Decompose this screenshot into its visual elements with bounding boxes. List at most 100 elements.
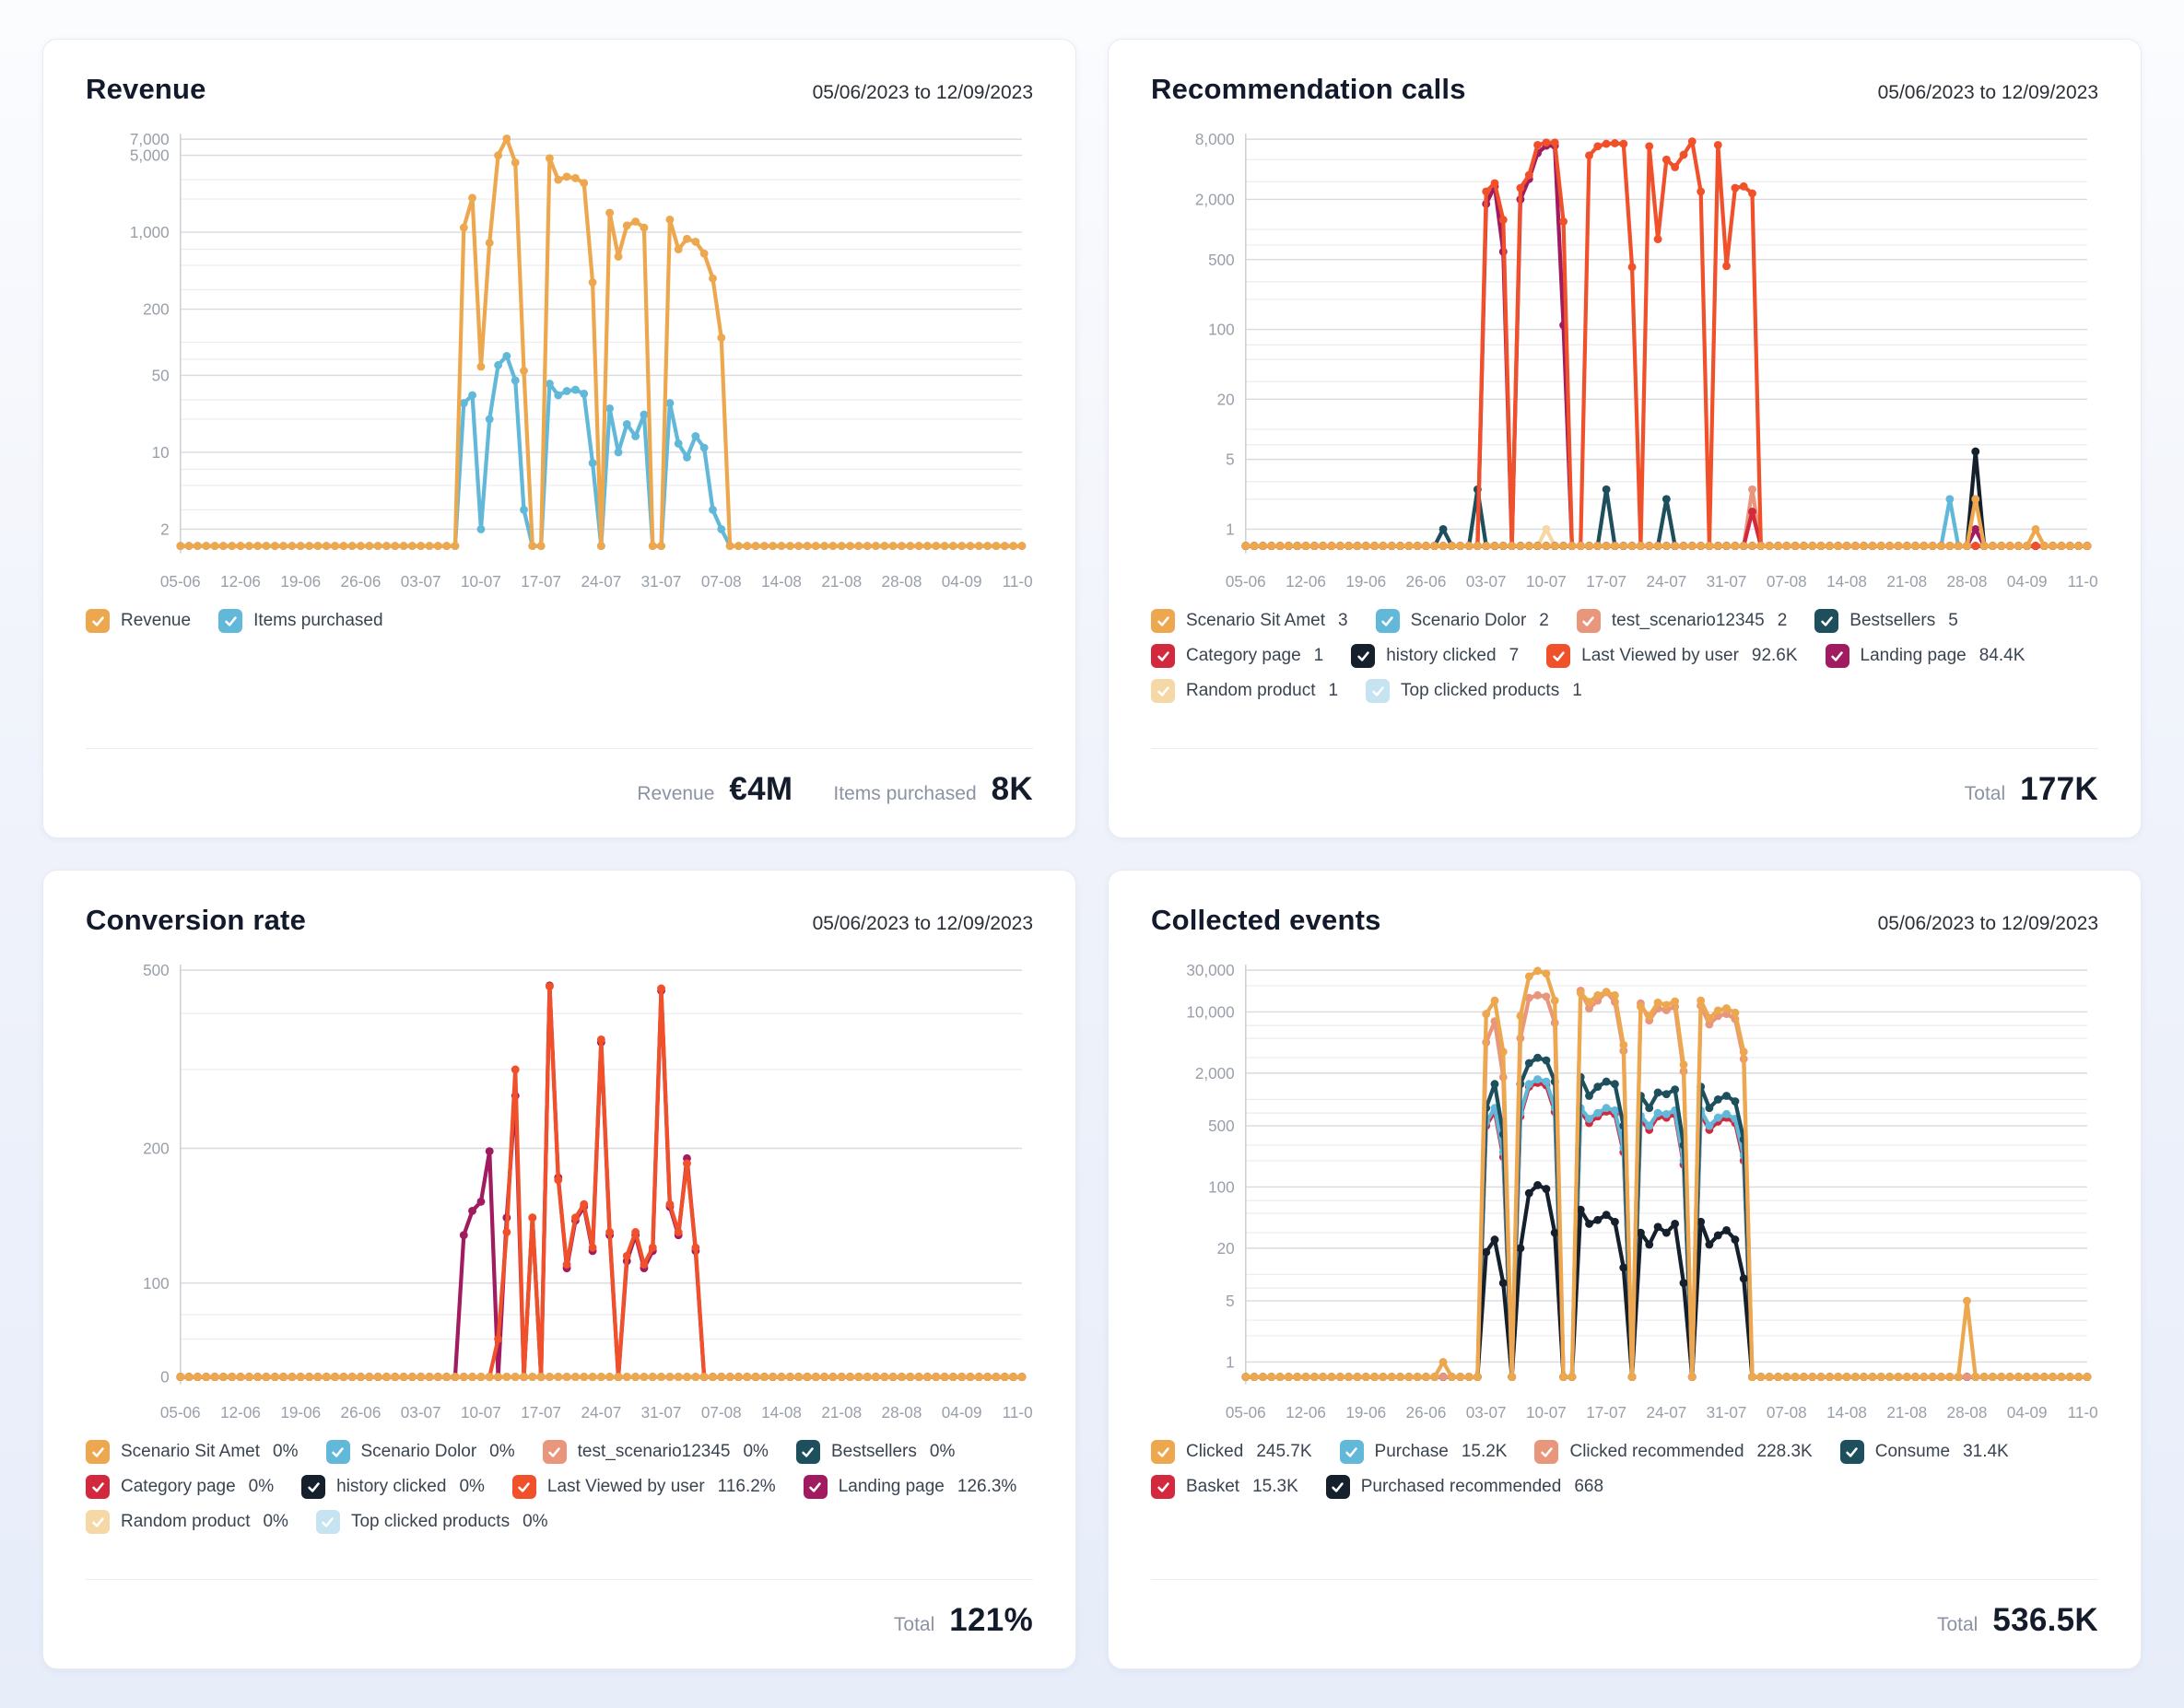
y-axis-tick-label: 500 xyxy=(1208,251,1235,269)
x-axis-tick-label: 21-08 xyxy=(1886,572,1927,591)
legend-checkbox-checked[interactable] xyxy=(1151,1475,1175,1500)
y-axis-tick-label: 20 xyxy=(1217,390,1235,408)
recommendation-calls-footer: Total 177K xyxy=(1151,748,2098,808)
checkmark-icon xyxy=(1582,615,1595,626)
x-axis-tick-label: 21-08 xyxy=(1886,1403,1927,1421)
legend-checkbox-checked[interactable] xyxy=(86,609,110,634)
legend-label: Last Viewed by user xyxy=(1581,646,1739,666)
legend-checkbox-checked[interactable] xyxy=(1351,644,1376,669)
x-axis-tick-label: 19-06 xyxy=(1345,572,1386,591)
y-axis-tick-label: 2,000 xyxy=(1195,1064,1235,1082)
footer-value: 121% xyxy=(949,1602,1033,1638)
checkmark-icon xyxy=(91,1481,104,1492)
line-chart-svg: 500 200 100 0 05-06 12-06 19-06 26-06 03-07 10-07… xyxy=(143,961,1033,1421)
y-axis-zero-label: 0 xyxy=(160,1368,170,1386)
x-axis-tick-label: 05-06 xyxy=(1226,572,1266,591)
legend-checkbox-checked[interactable] xyxy=(1366,679,1391,704)
card-header: Revenue 05/06/2023 to 12/09/2023 xyxy=(86,73,1033,106)
legend-checkbox-checked[interactable] xyxy=(315,1510,340,1535)
x-axis-tick-label: 04-09 xyxy=(942,572,982,591)
legend-label: Category page xyxy=(121,1477,236,1497)
x-axis-tick-label: 17-07 xyxy=(521,1403,561,1421)
collected-events-legend: Clicked 245.7K Purchase 15.2K Clicked recomm… xyxy=(1151,1440,2098,1500)
checkmark-icon xyxy=(1541,1446,1553,1457)
legend-checkbox-checked[interactable] xyxy=(1546,644,1571,669)
legend-label: test_scenario12345 xyxy=(577,1442,731,1462)
legend-checkbox-checked[interactable] xyxy=(1534,1440,1559,1465)
legend-item: Scenario Sit Amet 3 xyxy=(1151,609,1348,634)
checkmark-icon xyxy=(1157,1481,1169,1492)
x-axis-tick-label: 21-08 xyxy=(821,572,862,591)
y-axis-tick-label: 5 xyxy=(1226,1292,1235,1310)
legend-checkbox-checked[interactable] xyxy=(218,609,243,634)
legend-checkbox-checked[interactable] xyxy=(795,1440,820,1465)
checkmark-icon xyxy=(1345,1446,1357,1457)
legend-checkbox-checked[interactable] xyxy=(301,1475,326,1500)
x-axis-tick-label: 24-07 xyxy=(581,572,621,591)
y-axis-tick-label: 500 xyxy=(1208,1117,1235,1135)
legend-item: Bestsellers 0% xyxy=(795,1440,955,1465)
card-conversion-rate: Conversion rate 05/06/2023 to 12/09/2023… xyxy=(42,870,1076,1669)
checkmark-icon xyxy=(322,1516,335,1527)
footer-label: Total xyxy=(1964,783,2006,804)
x-axis-tick-label: 26-06 xyxy=(1406,1403,1447,1421)
checkmark-icon xyxy=(1381,615,1393,626)
y-axis-tick-label: 2 xyxy=(160,520,170,538)
legend-checkbox-checked[interactable] xyxy=(1825,644,1849,669)
legend-label: Scenario Dolor xyxy=(1410,611,1527,631)
legend-checkbox-checked[interactable] xyxy=(1151,609,1175,634)
legend-label: Landing page xyxy=(838,1477,945,1497)
footer-total: Total 177K xyxy=(1965,771,2098,808)
x-axis-tick-label: 11-09 xyxy=(1003,572,1033,591)
legend-checkbox-checked[interactable] xyxy=(1339,1440,1364,1465)
x-axis-tick-label: 11-09 xyxy=(2068,572,2098,591)
legend-checkbox-checked[interactable] xyxy=(1576,609,1601,634)
y-axis-tick-label: 1,000 xyxy=(130,223,170,241)
x-axis-tick-label: 21-08 xyxy=(821,1403,862,1421)
legend-checkbox-checked[interactable] xyxy=(1814,609,1839,634)
legend-checkbox-checked[interactable] xyxy=(86,1510,110,1535)
legend-value: 15.3K xyxy=(1252,1477,1298,1497)
x-axis-tick-label: 28-08 xyxy=(1947,1403,1988,1421)
x-axis-tick-label: 28-08 xyxy=(882,572,922,591)
y-axis-tick-label: 1 xyxy=(1226,520,1235,538)
series-line xyxy=(1243,1056,2090,1379)
legend-label: Last Viewed by user xyxy=(546,1477,705,1497)
x-axis-tick-label: 04-09 xyxy=(2007,572,2048,591)
card-title-collected-events: Collected events xyxy=(1151,904,1381,936)
legend-item: Clicked recommended 228.3K xyxy=(1534,1440,1813,1465)
x-axis-tick-label: 10-07 xyxy=(461,572,501,591)
legend-label: Random product xyxy=(1186,681,1316,701)
x-axis-tick-label: 10-07 xyxy=(1526,572,1567,591)
legend-value: 0% xyxy=(523,1512,548,1532)
legend-checkbox-checked[interactable] xyxy=(1839,1440,1864,1465)
legend-checkbox-checked[interactable] xyxy=(803,1475,828,1500)
legend-item: Category page 1 xyxy=(1151,644,1323,669)
legend-label: Bestsellers xyxy=(1849,611,1936,631)
footer-total: Total 121% xyxy=(894,1602,1033,1639)
legend-checkbox-checked[interactable] xyxy=(1375,609,1400,634)
legend-value: 0% xyxy=(273,1442,299,1462)
legend-value: 2 xyxy=(1777,611,1788,631)
legend-checkbox-checked[interactable] xyxy=(511,1475,536,1500)
legend-checkbox-checked[interactable] xyxy=(86,1475,110,1500)
legend-checkbox-checked[interactable] xyxy=(542,1440,567,1465)
legend-checkbox-checked[interactable] xyxy=(1151,644,1175,669)
x-axis-tick-label: 17-07 xyxy=(1586,1403,1626,1421)
legend-checkbox-checked[interactable] xyxy=(1325,1475,1350,1500)
y-axis-tick-label: 500 xyxy=(143,961,170,979)
footer-value: 177K xyxy=(2020,771,2098,807)
x-axis-tick-label: 19-06 xyxy=(280,572,321,591)
x-axis-tick-label: 24-07 xyxy=(581,1403,621,1421)
legend-checkbox-checked[interactable] xyxy=(325,1440,350,1465)
legend-checkbox-checked[interactable] xyxy=(86,1440,110,1465)
legend-item: Scenario Dolor 0% xyxy=(325,1440,515,1465)
x-axis-tick-label: 05-06 xyxy=(160,1403,201,1421)
legend-value: 0% xyxy=(263,1512,288,1532)
legend-checkbox-checked[interactable] xyxy=(1151,1440,1175,1465)
x-axis-tick-label: 10-07 xyxy=(1526,1403,1567,1421)
card-header: Conversion rate 05/06/2023 to 12/09/2023 xyxy=(86,904,1033,937)
recommendation-calls-chart: 8,000 2,000 500 100 20 5 1 05-06 12-06 19-06 26-06… xyxy=(1151,123,2098,605)
x-axis-tick-label: 14-08 xyxy=(1826,572,1867,591)
legend-checkbox-checked[interactable] xyxy=(1151,679,1175,704)
